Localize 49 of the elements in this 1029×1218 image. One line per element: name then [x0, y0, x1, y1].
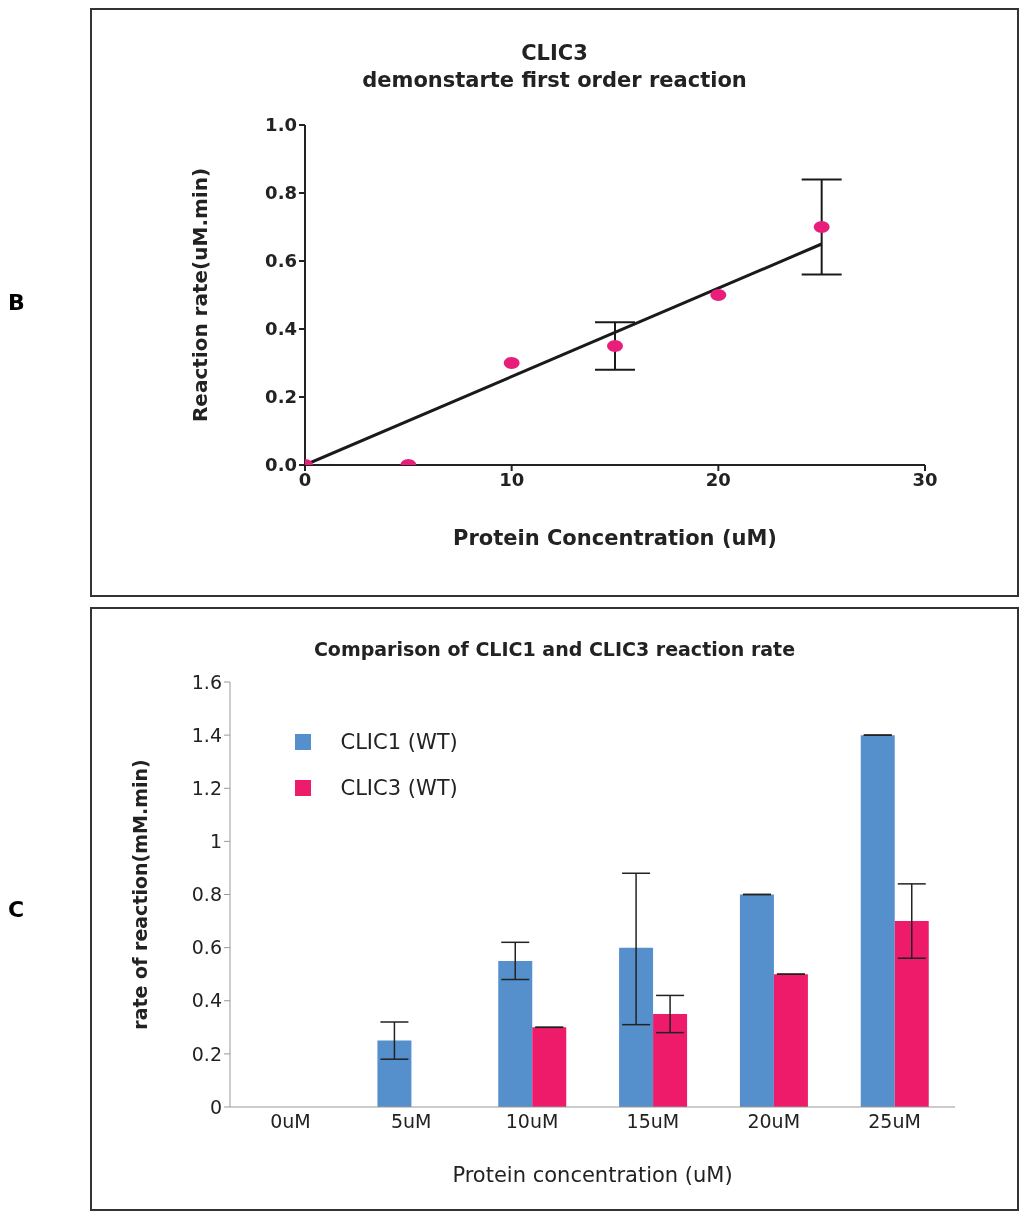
y-axis-title: Reaction rate(uM.min) [187, 167, 212, 422]
y-tick-label: 0.6 [264, 249, 297, 271]
bar [860, 734, 895, 1107]
point [606, 339, 623, 352]
bar [894, 920, 929, 1107]
x-tick-label: 5uM [390, 1110, 432, 1133]
x-tick-label: 15uM [626, 1110, 679, 1133]
bar [773, 973, 808, 1107]
y-tick-label: 1.0 [264, 113, 297, 135]
x-tick-label: 10uM [505, 1110, 558, 1133]
y-tick-label: 0.8 [191, 882, 222, 905]
y-tick-label: 1.4 [191, 723, 222, 746]
y-tick-label: 0 [209, 1095, 222, 1118]
chart-subtitle: demonstarte first order reaction [361, 67, 748, 95]
bar [652, 1013, 687, 1107]
y-tick-label: 0.4 [264, 317, 297, 339]
x-tick-label: 25uM [867, 1110, 921, 1133]
bar [739, 894, 774, 1107]
text: B [8, 290, 26, 315]
chart-title: Comparison of CLIC1 and CLIC3 reaction rate [312, 637, 797, 662]
x-tick-label: 30 [911, 468, 938, 490]
y-tick-label: 0.8 [264, 181, 297, 203]
legend-label: CLIC3 (WT) [340, 776, 458, 800]
x-tick-label: 0uM [269, 1110, 311, 1133]
x-tick-label: 10 [498, 468, 524, 490]
y-tick-label: 0.6 [191, 936, 222, 959]
y-tick-label: 0.2 [264, 385, 297, 407]
bar [497, 960, 532, 1107]
x-tick-label: 0 [298, 468, 311, 490]
x-tick-label: 20uM [746, 1110, 800, 1133]
y-tick-label: 0.2 [191, 1042, 222, 1065]
y-tick-label: 1.6 [191, 670, 222, 693]
bar [376, 1040, 411, 1107]
bar [618, 947, 653, 1107]
point [503, 356, 520, 369]
point [813, 220, 830, 233]
y-axis-title: rate of reaction(mM.min) [128, 759, 151, 1030]
y-tick-label: 0.4 [191, 989, 222, 1012]
y-tick-label: 1 [209, 829, 222, 852]
x-axis-title: Protein Concentration (uM) [452, 525, 777, 550]
text: C [8, 896, 26, 922]
x-axis-title: Protein concentration (uM) [451, 1162, 733, 1187]
bar [531, 1027, 566, 1107]
chart-title: CLIC3 [520, 40, 589, 67]
point [709, 288, 726, 301]
legend-label: CLIC1 (WT) [340, 730, 458, 754]
x-tick-label: 20 [705, 468, 731, 490]
y-tick-label: 1.2 [191, 776, 222, 799]
y-tick-label: 0.0 [264, 453, 297, 475]
